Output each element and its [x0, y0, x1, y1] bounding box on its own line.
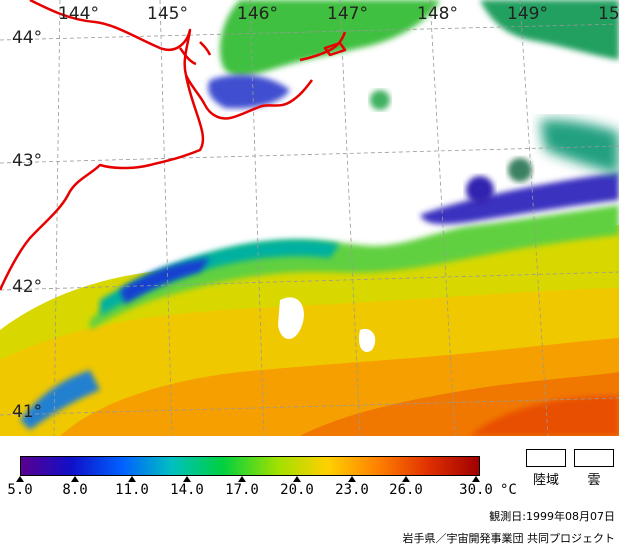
- colorbar-tick-label: 23.0: [335, 482, 369, 498]
- colorbar-tick: [71, 476, 79, 482]
- land-key-box: [526, 449, 566, 467]
- temperature-legend: 5.0 8.0 11.0 14.0 17.0 20.0 23.0 26.0 30…: [0, 436, 619, 546]
- latitude-label-42: 42°: [12, 277, 43, 297]
- colorbar-tick-label: 5.0: [7, 482, 33, 498]
- colorbar-tick: [128, 476, 136, 482]
- latitude-label-41: 41°: [12, 402, 43, 422]
- cloud-key-box: [574, 449, 614, 467]
- sst-field-front: [20, 119, 619, 430]
- colorbar-tick-label: 20.0: [280, 482, 314, 498]
- colorbar-tick: [183, 476, 191, 482]
- longitude-label-149: 149°: [507, 4, 548, 24]
- colorbar-tick: [16, 476, 24, 482]
- colorbar-tick: [472, 476, 480, 482]
- colorbar-tick-label: 11.0: [115, 482, 149, 498]
- graticule: [0, 0, 619, 436]
- colorbar-tick-label: 14.0: [170, 482, 204, 498]
- colorbar-tick: [238, 476, 246, 482]
- longitude-label-144: 144°: [58, 4, 99, 24]
- map-panel: 144° 145° 146° 147° 148° 149° 15 44° 43°…: [0, 0, 619, 436]
- longitude-label-148: 148°: [417, 4, 458, 24]
- longitude-label-145: 145°: [147, 4, 188, 24]
- colorbar-tick: [402, 476, 410, 482]
- colorbar-tick: [293, 476, 301, 482]
- longitude-label-147: 147°: [327, 4, 368, 24]
- sst-map: [0, 0, 619, 436]
- latitude-label-44: 44°: [12, 28, 43, 48]
- colorbar-tick-label: 26.0: [389, 482, 423, 498]
- sst-field-north: [208, 0, 619, 204]
- credit-line: 岩手県／宇宙開発事業団 共同プロジェクト: [402, 532, 616, 545]
- coastline: [0, 0, 347, 291]
- observation-date: 観測日:1999年08月07日: [489, 510, 615, 523]
- colorbar-tick-label: 8.0: [62, 482, 88, 498]
- colorbar-tick: [348, 476, 356, 482]
- longitude-label-146: 146°: [237, 4, 278, 24]
- temperature-colorbar: [20, 456, 480, 476]
- colorbar-tick-label: 30.0: [459, 482, 493, 498]
- land-key-label: 陸域: [532, 473, 560, 488]
- colorbar-tick-label: 17.0: [225, 482, 259, 498]
- cloud-patches: [278, 297, 376, 352]
- temperature-unit: °C: [500, 482, 517, 498]
- cloud-key-label: 雲: [587, 473, 601, 488]
- latitude-label-43: 43°: [12, 151, 43, 171]
- longitude-label-150: 15: [598, 4, 619, 24]
